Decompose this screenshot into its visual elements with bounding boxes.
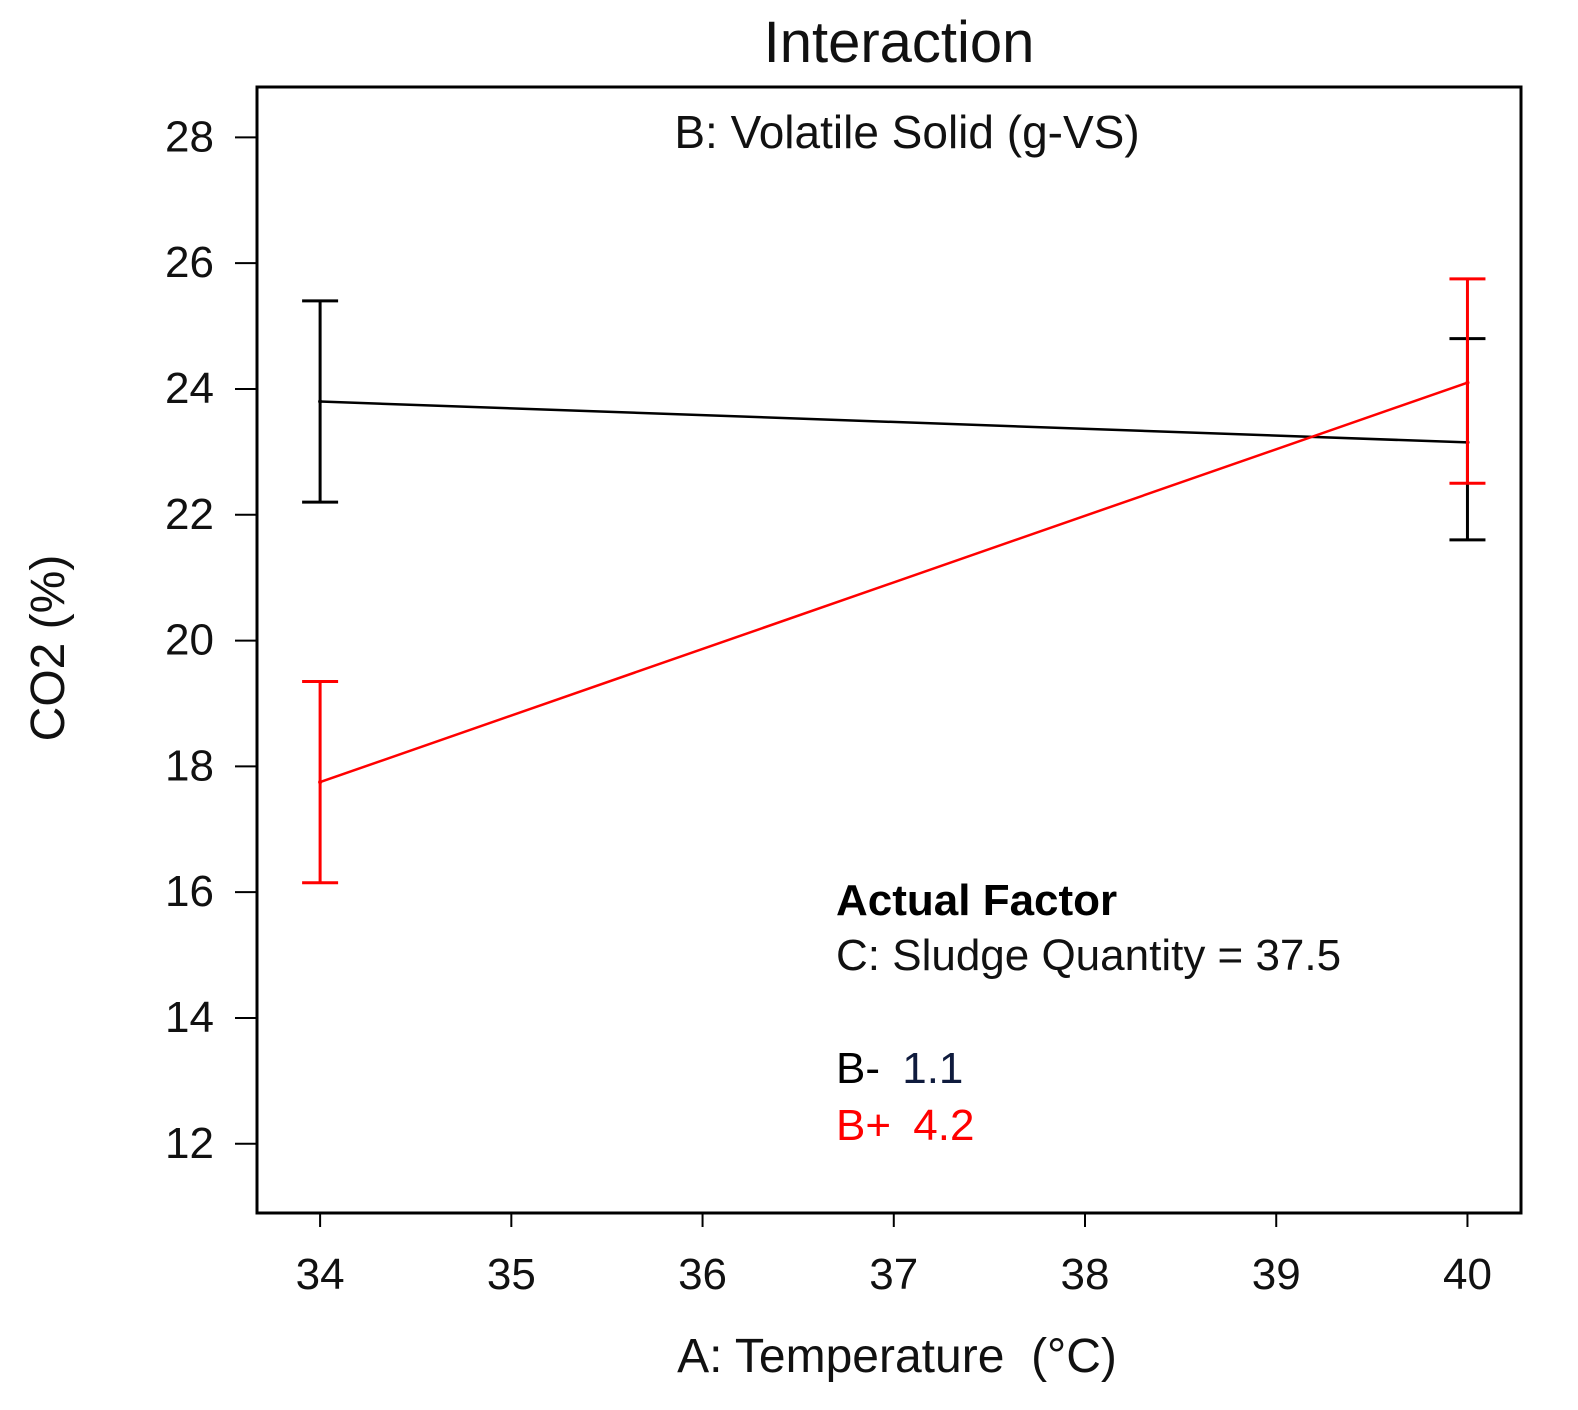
plot-frame <box>255 85 1523 1215</box>
legend-value-b-plus: 4.2 <box>913 1101 974 1150</box>
x-tick-label: 38 <box>1061 1250 1110 1299</box>
y-tick-label: 26 <box>165 238 214 287</box>
chart-title: Interaction <box>764 10 1035 75</box>
y-tick-label: 16 <box>165 867 214 916</box>
x-axis: 34 35 36 37 38 39 40 <box>296 1213 1492 1299</box>
legend-label-b-minus: B- <box>836 1044 880 1093</box>
series-line-b-plus <box>319 381 1468 784</box>
y-tick-label: 14 <box>165 993 214 1042</box>
x-tick-label: 37 <box>869 1250 918 1299</box>
x-tick-label: 35 <box>487 1250 536 1299</box>
legend-label-b-plus: B+ <box>836 1101 891 1150</box>
y-tick-label: 22 <box>165 490 214 539</box>
y-tick-label: 20 <box>165 616 214 665</box>
legend-entry-b-plus: B+ 4.2 <box>836 1101 974 1150</box>
y-tick-label: 28 <box>165 112 214 161</box>
data-point-b-plus <box>1465 380 1470 385</box>
y-tick-label: 18 <box>165 741 214 790</box>
y-axis-label: CO2 (%) <box>22 555 75 742</box>
actual-factor-value: C: Sludge Quantity = 37.5 <box>836 931 1341 980</box>
series-b-minus <box>302 299 1486 542</box>
legend: B- 1.1 B+ 4.2 <box>836 1044 974 1150</box>
series-layer <box>302 277 1486 885</box>
chart-subtitle: B: Volatile Solid (g-VS) <box>674 106 1139 158</box>
series-b-plus <box>302 277 1486 885</box>
series-line-b-minus <box>320 400 1468 444</box>
data-point-b-plus <box>318 780 323 785</box>
x-axis-label: A: Temperature (°C) <box>677 1330 1117 1383</box>
y-axis: 12 14 16 18 20 22 24 26 28 <box>165 112 257 1168</box>
y-tick-label: 12 <box>165 1119 214 1168</box>
x-tick-label: 34 <box>296 1250 345 1299</box>
actual-factor-heading: Actual Factor <box>836 876 1117 925</box>
legend-value-b-minus: 1.1 <box>902 1044 963 1093</box>
data-point-b-minus <box>318 399 323 404</box>
x-tick-label: 39 <box>1252 1250 1301 1299</box>
x-tick-label: 40 <box>1443 1250 1492 1299</box>
x-tick-label: 36 <box>678 1250 727 1299</box>
y-tick-label: 24 <box>165 364 214 413</box>
legend-entry-b-minus: B- 1.1 <box>836 1044 963 1093</box>
